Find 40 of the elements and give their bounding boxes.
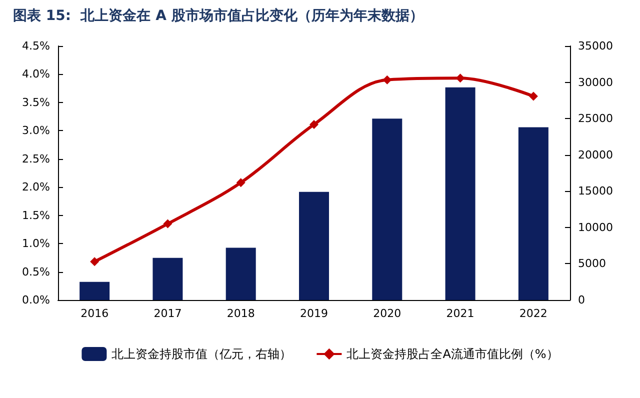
point [236, 178, 246, 188]
bar [445, 87, 476, 300]
y-tick-label: 0.5% [22, 265, 50, 278]
y2-tick-label: 15000 [578, 184, 613, 198]
y-tick-label: 4.5% [22, 40, 50, 52]
x-tick-label: 2017 [154, 307, 182, 320]
y-tick-label: 1.5% [22, 208, 50, 222]
point [528, 92, 538, 101]
x-tick-label: 2022 [519, 307, 548, 320]
chart-title: 图表 15: 北上资金在 A 股市场市值占比变化（历年为年末数据） [13, 7, 424, 24]
bar [80, 282, 110, 300]
y-tick-label: 4.0% [22, 68, 50, 81]
bar [299, 192, 329, 300]
y2-tick-label: 35000 [578, 40, 613, 52]
legend-label: 北上资金持股占全A流通市值比例（%） [346, 347, 558, 361]
y-tick-label: 2.5% [22, 152, 50, 166]
y2-tick-label: 30000 [578, 76, 613, 89]
point [163, 219, 172, 228]
y2-tick-label: 25000 [578, 112, 613, 126]
x-tick-label: 2020 [373, 307, 402, 320]
y2-tick-label: 10000 [578, 220, 613, 234]
y-tick-label: 3.0% [22, 124, 50, 138]
point [310, 120, 318, 129]
y-tick-label: 1.0% [22, 237, 50, 250]
bar [152, 258, 183, 300]
bar [372, 118, 402, 300]
x-tick-label: 2016 [80, 307, 109, 320]
point [90, 257, 100, 266]
bar [226, 248, 256, 300]
y2-tick-label: 20000 [578, 148, 613, 162]
y-tick-label: 0.0% [22, 294, 50, 306]
y2-tick-label: 0 [578, 294, 585, 306]
legend-label: 北上资金持股市值（亿元，右轴） [112, 347, 292, 361]
y2-tick-label: 5000 [578, 257, 606, 270]
y-tick-label: 2.0% [22, 180, 50, 194]
x-tick-label: 2019 [300, 307, 328, 320]
x-tick-label: 2021 [446, 307, 474, 320]
y-tick-label: 3.5% [22, 96, 50, 109]
bar [518, 127, 548, 300]
x-tick-label: 2018 [226, 307, 255, 320]
